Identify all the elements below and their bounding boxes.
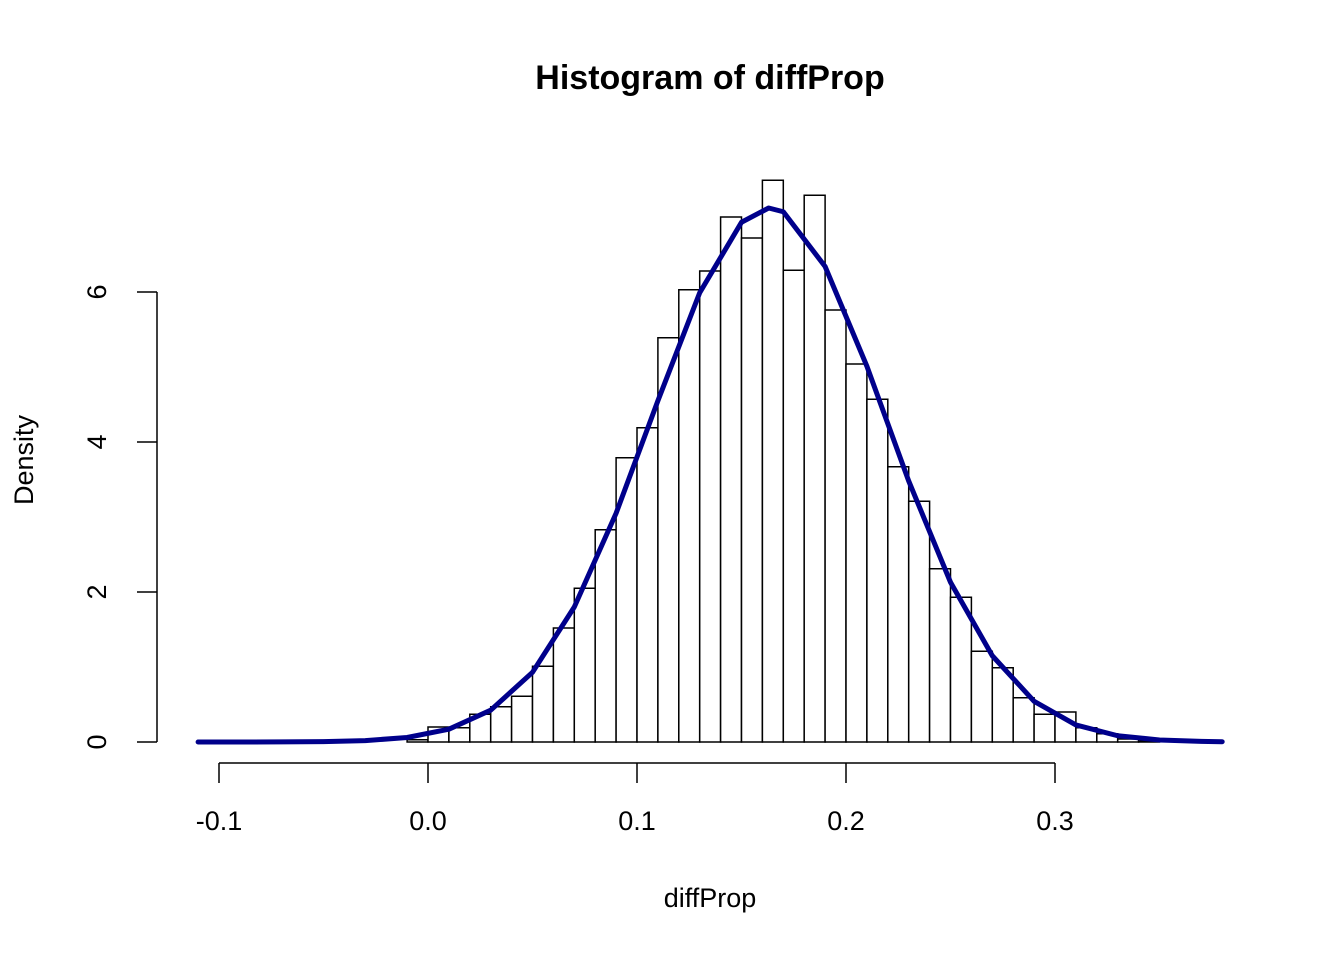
bar [803, 194, 826, 743]
bar [531, 665, 555, 743]
bar [510, 695, 534, 743]
bar [740, 237, 764, 743]
x-tick-label: 0.1 [618, 806, 656, 836]
bar [698, 270, 722, 743]
y-tick-label: 0 [82, 734, 112, 749]
bar [991, 667, 1014, 743]
bar [636, 427, 659, 743]
bar [761, 179, 785, 743]
bar [1012, 697, 1035, 743]
bar [552, 627, 576, 743]
bar [719, 216, 743, 743]
bar [866, 398, 889, 743]
chart-title: Histogram of diffProp [535, 59, 884, 97]
x-axis-label: diffProp [664, 883, 757, 913]
x-tick-label: 0.3 [1036, 806, 1074, 836]
density-curve [195, 205, 1225, 745]
bar [845, 363, 868, 743]
bar [782, 269, 805, 743]
bar [489, 706, 513, 743]
bar [573, 587, 596, 743]
bar [824, 309, 847, 743]
bar [887, 466, 910, 743]
y-tick-label: 2 [82, 584, 112, 599]
x-tick-label: -0.1 [196, 806, 243, 836]
y-axis-label: Density [9, 414, 39, 505]
bar [678, 289, 701, 743]
x-tick-label: 0.2 [827, 806, 865, 836]
bar [907, 500, 931, 743]
bar [1033, 713, 1056, 743]
bar [594, 529, 617, 743]
y-tick-label: 4 [82, 434, 112, 449]
bar [949, 596, 973, 743]
bar [406, 739, 429, 743]
x-tick-label: 0.0 [409, 806, 447, 836]
bar [928, 568, 952, 743]
y-tick-label: 6 [82, 284, 112, 299]
bar [970, 650, 994, 743]
